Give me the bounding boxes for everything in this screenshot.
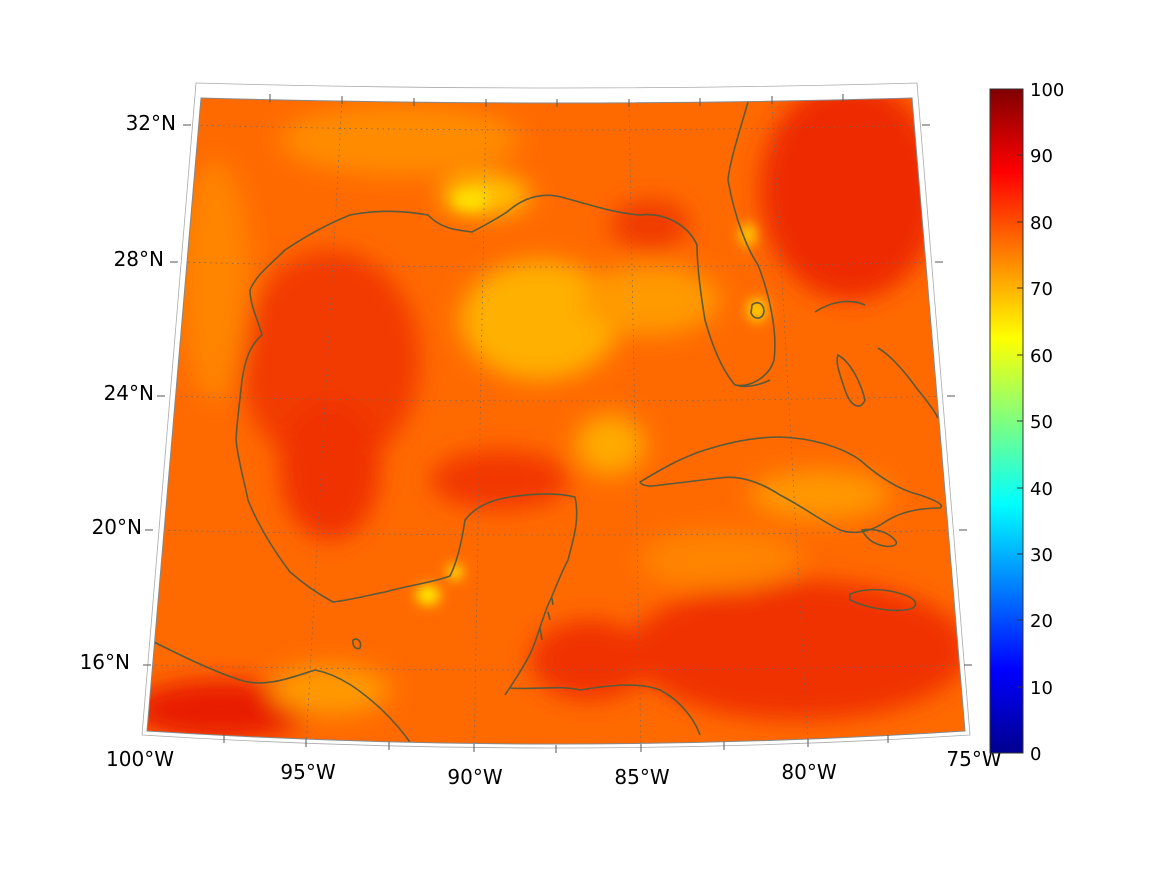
map-frame bbox=[141, 82, 972, 753]
colorbar-tick-label: 80 bbox=[1030, 213, 1053, 234]
colorbar-tick-label: 0 bbox=[1030, 744, 1041, 765]
colorbar-tick-label: 50 bbox=[1030, 412, 1053, 433]
colorbar-tick-label: 70 bbox=[1030, 279, 1053, 300]
colorbar-tick-label: 10 bbox=[1030, 678, 1053, 699]
lon-tick-label: 95°W bbox=[280, 760, 335, 784]
frame-outer bbox=[141, 82, 971, 749]
parallel-16n bbox=[149, 664, 965, 671]
coastline-isla-mujeres bbox=[352, 638, 362, 650]
coastline-jamaica bbox=[849, 588, 917, 612]
lowspot-north-gulf-land bbox=[280, 105, 520, 175]
lon-tick-label: 90°W bbox=[447, 765, 502, 789]
coastline-pacific-mexico bbox=[149, 639, 413, 744]
coastline-bahamas-north bbox=[814, 300, 939, 419]
colorbar: 100 90 80 70 60 50 40 30 20 10 0 bbox=[989, 80, 1064, 765]
colorbar-tick-label: 100 bbox=[1030, 80, 1064, 101]
lat-tick-label: 32°N bbox=[126, 111, 176, 135]
hotspot-bay-campeche bbox=[280, 400, 380, 540]
lat-tick-label: 28°N bbox=[114, 247, 164, 271]
colorbar-tick-label: 20 bbox=[1030, 611, 1053, 632]
coastline-bahamas-andros bbox=[836, 354, 866, 407]
lowspot-tabasco bbox=[416, 585, 440, 605]
parallel-24n bbox=[163, 395, 949, 402]
lowspot-south-mexico bbox=[270, 665, 390, 715]
coastline-florida-keys bbox=[734, 379, 771, 388]
meridian-85w bbox=[628, 103, 642, 744]
hotspot-yucatan-north bbox=[430, 450, 570, 510]
lowspot-west-land bbox=[180, 160, 250, 400]
lat-tick-label: 20°N bbox=[92, 515, 142, 539]
lon-tick-label: 85°W bbox=[614, 765, 669, 789]
hotspot-southwest-corner bbox=[147, 680, 310, 740]
parallel-20n bbox=[151, 529, 961, 536]
frame-border bbox=[146, 97, 966, 745]
hotspot-florida-bend bbox=[610, 200, 690, 250]
lowspot-campeche bbox=[447, 564, 463, 580]
colorbar-tick-label: 40 bbox=[1030, 479, 1053, 500]
lowspot-caribbean-west bbox=[640, 530, 800, 590]
hotspot-east-florida bbox=[760, 98, 940, 300]
lowspot-central-gulf bbox=[460, 260, 620, 380]
coastline-gulf bbox=[235, 101, 776, 696]
lat-tick-label: 16°N bbox=[80, 650, 130, 674]
lowspot-yucatan-channel bbox=[575, 415, 645, 475]
parallel-32n bbox=[189, 124, 924, 131]
coastline-hispaniola bbox=[861, 528, 898, 548]
colorbar-tick-label: 30 bbox=[1030, 545, 1053, 566]
coastlines bbox=[149, 101, 942, 744]
lowspot-cuba-east bbox=[750, 470, 890, 520]
meridian-90w bbox=[473, 103, 487, 744]
heatmap-field bbox=[147, 98, 965, 744]
latitude-labels: 32°N 28°N 24°N 20°N 16°N bbox=[80, 111, 176, 674]
lat-tick-label: 24°N bbox=[104, 381, 154, 405]
hotspot-gulf-honduras bbox=[530, 620, 650, 700]
coastline-honduras bbox=[509, 684, 701, 736]
lon-tick-label: 80°W bbox=[781, 760, 836, 784]
hotspot-west-gulf bbox=[240, 250, 420, 470]
graticule bbox=[149, 99, 965, 744]
longitude-labels: 100°W 95°W 90°W 85°W 80°W 75°W bbox=[106, 747, 1002, 789]
coastline-lake-okeechobee bbox=[750, 302, 765, 319]
lowspot-florida-plume bbox=[580, 265, 720, 335]
hotspot-caribbean-south bbox=[630, 580, 965, 720]
colorbar-tick-label: 60 bbox=[1030, 346, 1053, 367]
coastline-cuba bbox=[639, 436, 942, 534]
lon-tick-label: 100°W bbox=[106, 747, 174, 771]
colorbar-tick-label: 90 bbox=[1030, 146, 1053, 167]
lowspot-florida-coast bbox=[740, 223, 756, 247]
coastline-belize-cays bbox=[539, 597, 554, 641]
lowspot-mississippi-delta bbox=[452, 190, 488, 210]
